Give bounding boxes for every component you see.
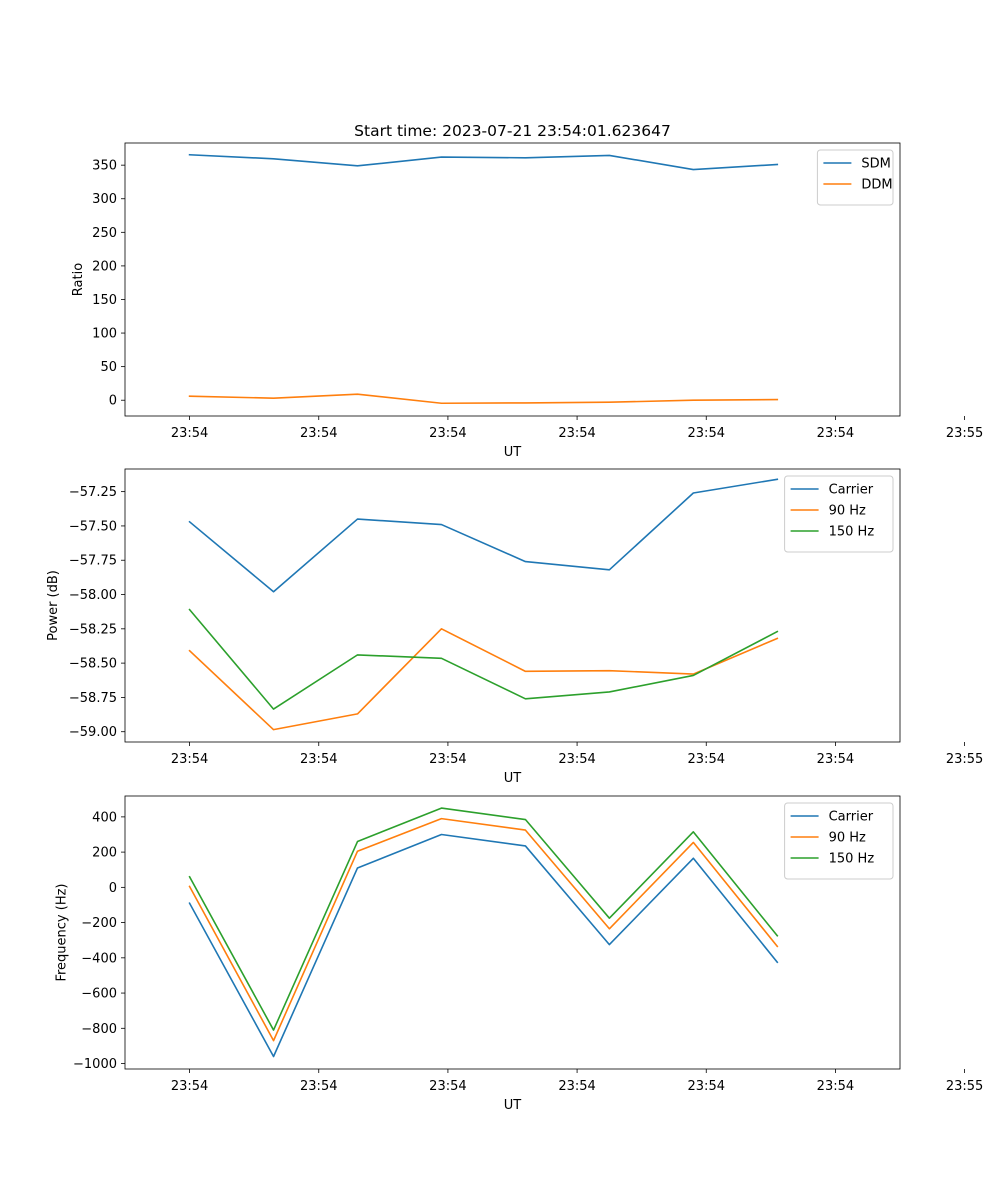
legend-label-150-hz: 150 Hz [829, 525, 875, 540]
legend-label-carrier: Carrier [829, 810, 874, 825]
axes-frame [124, 468, 901, 743]
y-tick-label: −800 [81, 1022, 117, 1037]
y-tick-label: −57.25 [69, 485, 117, 500]
x-tick-label: 23:55 [946, 426, 983, 441]
x-tick-label: 23:54 [817, 1079, 854, 1094]
x-tick-label: 23:55 [946, 752, 983, 767]
x-tick-label: 23:54 [688, 752, 725, 767]
y-tick-label: 0 [109, 394, 117, 409]
plot-lines [188, 478, 779, 731]
x-tick-label: 23:54 [688, 1079, 725, 1094]
x-tick-label: 23:54 [300, 1079, 337, 1094]
y-tick-label: 250 [92, 226, 117, 241]
x-axis-label: UT [504, 445, 522, 460]
y-tick-label: −1000 [73, 1057, 117, 1072]
legend-label-ddm: DDM [861, 178, 892, 193]
subplot-ratio: 23:54 23:54 23:54 23:54 23:54 23:54 23:55 0 50 10… [71, 142, 983, 460]
x-tick-label: 23:54 [429, 1079, 466, 1094]
axes-frame [124, 142, 901, 417]
y-tick-label: 200 [92, 259, 117, 274]
y-tick-label: 350 [92, 159, 117, 174]
x-tick-label: 23:54 [300, 426, 337, 441]
subplot-frequency: 23:54 23:54 23:54 23:54 23:54 23:54 23:55 −1000… [55, 795, 983, 1113]
series-line-90-hz [188, 817, 779, 1042]
series-line-ddm [188, 393, 779, 405]
legend-label-sdm: SDM [861, 157, 890, 172]
x-tick-label: 23:54 [300, 752, 337, 767]
series-line-sdm [188, 153, 779, 171]
y-tick-label: 50 [100, 360, 117, 375]
x-tick-label: 23:54 [558, 1079, 595, 1094]
series-line-150-hz [188, 807, 779, 1031]
y-tick-label: 100 [92, 327, 117, 342]
x-tick-label: 23:54 [558, 426, 595, 441]
x-tick-label: 23:54 [817, 426, 854, 441]
legend: Carrier 90 Hz 150 Hz [784, 802, 894, 880]
x-tick-label: 23:54 [558, 752, 595, 767]
subplot-power: 23:54 23:54 23:54 23:54 23:54 23:54 23:55 −59.0… [46, 468, 983, 786]
legend-frame [784, 475, 894, 553]
y-tick-label: −59.00 [69, 725, 117, 740]
y-tick-label: 400 [92, 810, 117, 825]
x-tick-label: 23:54 [171, 426, 208, 441]
legend-label-90-hz: 90 Hz [829, 831, 866, 846]
y-axis-label: Ratio [71, 263, 86, 296]
y-tick-label: −57.75 [69, 554, 117, 569]
x-tick-label: 23:54 [171, 1079, 208, 1094]
series-line-150-hz [188, 608, 779, 710]
y-tick-label: 150 [92, 293, 117, 308]
x-tick-label: 23:54 [429, 752, 466, 767]
x-axis-label: UT [504, 771, 522, 786]
legend-frame [784, 802, 894, 880]
x-tick-label: 23:54 [817, 752, 854, 767]
y-tick-label: −58.25 [69, 622, 117, 637]
figure-title: Start time: 2023-07-21 23:54:01.623647 [354, 122, 671, 140]
x-tick-label: 23:55 [946, 1079, 983, 1094]
y-axis-label: Frequency (Hz) [55, 883, 70, 981]
y-tick-label: −58.50 [69, 657, 117, 672]
y-tick-label: −57.50 [69, 519, 117, 534]
y-tick-label: −400 [81, 951, 117, 966]
y-tick-label: 200 [92, 846, 117, 861]
series-line-90-hz [188, 628, 779, 731]
y-tick-label: −600 [81, 987, 117, 1002]
y-tick-label: 300 [92, 192, 117, 207]
y-tick-label: 0 [109, 881, 117, 896]
legend-label-carrier: Carrier [829, 483, 874, 498]
plot-lines [188, 807, 779, 1058]
y-tick-label: −58.00 [69, 588, 117, 603]
series-line-carrier [188, 833, 779, 1058]
x-tick-label: 23:54 [171, 752, 208, 767]
y-tick-label: −58.75 [69, 691, 117, 706]
x-tick-label: 23:54 [688, 426, 725, 441]
legend: Carrier 90 Hz 150 Hz [784, 475, 894, 553]
legend-label-150-hz: 150 Hz [829, 852, 875, 867]
legend-label-90-hz: 90 Hz [829, 504, 866, 519]
x-tick-label: 23:54 [429, 426, 466, 441]
y-tick-label: −200 [81, 916, 117, 931]
y-axis-label: Power (dB) [46, 570, 61, 641]
plot-lines [188, 153, 779, 405]
legend: SDM DDM [816, 149, 894, 206]
axes-frame [124, 795, 901, 1070]
x-axis-label: UT [504, 1098, 522, 1113]
series-line-carrier [188, 478, 779, 593]
